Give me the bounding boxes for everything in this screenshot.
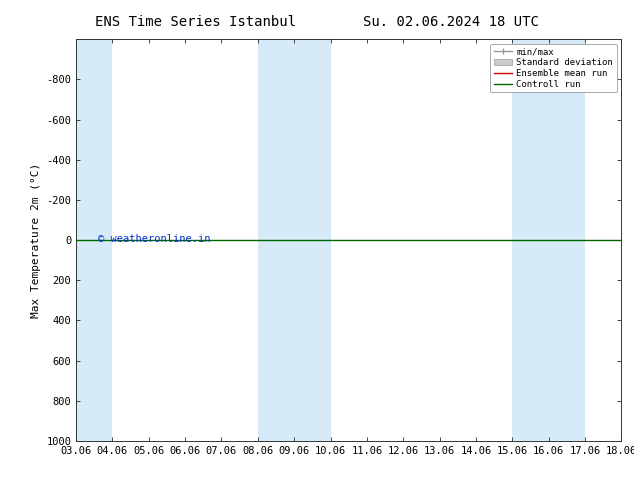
Bar — [548, 39, 585, 441]
Legend: min/max, Standard deviation, Ensemble mean run, Controll run: min/max, Standard deviation, Ensemble me… — [490, 44, 617, 92]
Text: © weatheronline.in: © weatheronline.in — [98, 234, 210, 245]
Bar — [294, 39, 330, 441]
Text: ENS Time Series Istanbul        Su. 02.06.2024 18 UTC: ENS Time Series Istanbul Su. 02.06.2024 … — [95, 15, 539, 29]
Bar — [76, 39, 112, 441]
Bar — [512, 39, 548, 441]
Bar — [258, 39, 294, 441]
Y-axis label: Max Temperature 2m (°C): Max Temperature 2m (°C) — [30, 163, 41, 318]
